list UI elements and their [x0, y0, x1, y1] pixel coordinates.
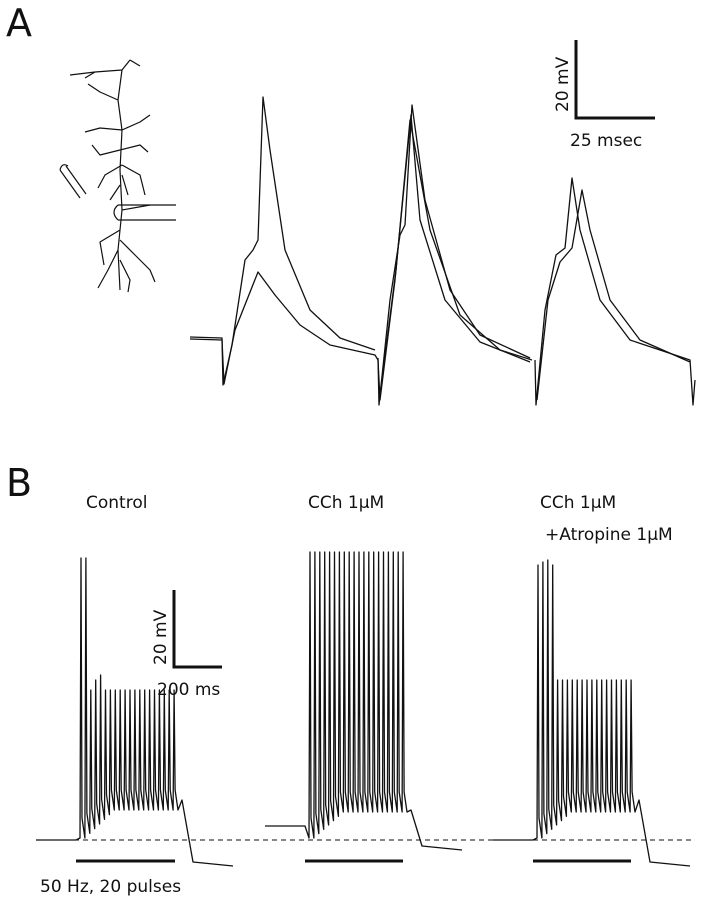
traces [36, 551, 691, 867]
trace [36, 557, 234, 867]
trace [379, 119, 533, 396]
trace [377, 114, 531, 401]
scale-label: 25 msec [570, 131, 642, 151]
scale-label: 200 ms [157, 680, 220, 700]
trace [377, 104, 531, 406]
trace [189, 96, 376, 386]
condition-title: Control [86, 493, 147, 513]
scale-label: 20 mV [553, 56, 573, 112]
trace [493, 559, 691, 867]
panel-label: A [6, 1, 32, 45]
neuron [59, 59, 176, 293]
trace [265, 551, 463, 851]
panel-label: B [6, 461, 32, 505]
condition-title: CCh 1μM [540, 493, 616, 513]
condition-title: CCh 1μM [308, 493, 384, 513]
traces [189, 96, 696, 406]
condition-subtitle: +Atropine 1μM [545, 525, 673, 545]
trace [189, 271, 379, 385]
scale-label: 20 mV [151, 609, 171, 665]
trace [534, 177, 696, 406]
stimulus-label: 50 Hz, 20 pulses [40, 877, 181, 897]
trace [536, 189, 691, 401]
scale-bar [574, 40, 655, 120]
scale-bar [172, 590, 222, 669]
